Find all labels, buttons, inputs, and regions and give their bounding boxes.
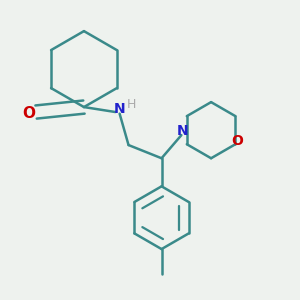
Text: O: O bbox=[231, 134, 243, 148]
Text: N: N bbox=[113, 102, 125, 116]
Text: O: O bbox=[22, 106, 35, 121]
Text: N: N bbox=[177, 124, 189, 138]
Text: H: H bbox=[127, 98, 136, 111]
